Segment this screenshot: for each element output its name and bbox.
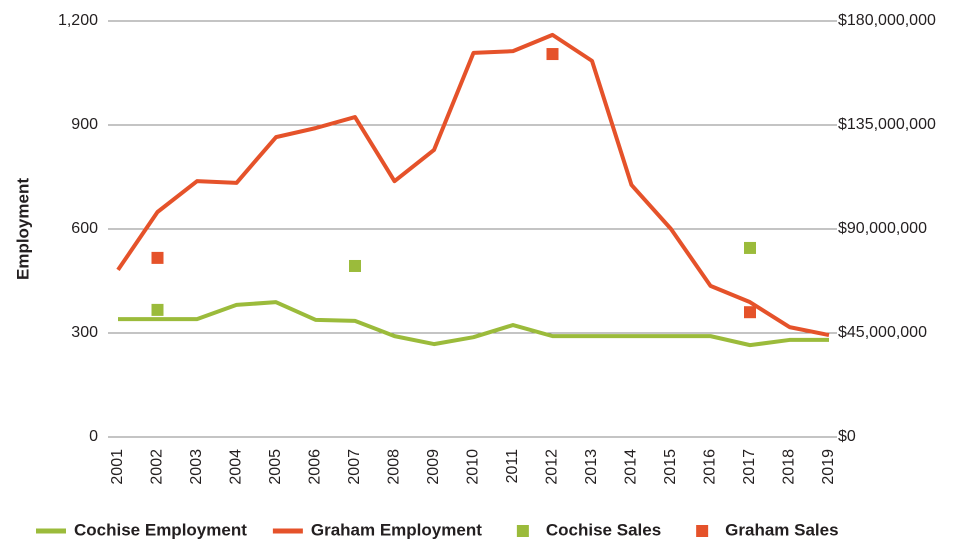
marker xyxy=(744,306,756,319)
y2-tick-label: $45,000,000 xyxy=(838,324,927,341)
x-tick-label: 2008 xyxy=(386,449,403,485)
y-tick-label: 600 xyxy=(71,220,98,237)
x-tick-label: 2015 xyxy=(662,449,679,485)
line xyxy=(118,300,829,348)
marker xyxy=(744,241,756,254)
marker xyxy=(546,48,559,61)
y-tick-label: 0 xyxy=(89,428,98,445)
marker xyxy=(151,303,164,316)
x-tick-label: 2016 xyxy=(702,449,719,485)
marker xyxy=(349,259,361,272)
y-tick-label: 900 xyxy=(71,116,98,133)
x-tick-label: 2017 xyxy=(741,449,758,485)
y-axis-title: Employment xyxy=(13,178,32,280)
y-tick-label: 300 xyxy=(71,324,98,341)
x-tick-label: 2013 xyxy=(583,449,600,485)
legend-label: Graham Sales xyxy=(725,520,838,539)
x-tick-label: 2014 xyxy=(623,449,640,485)
x-tick-label: 2001 xyxy=(109,449,126,485)
x-tick-label: 2005 xyxy=(267,449,284,485)
y2-tick-label: $135,000,000 xyxy=(838,116,936,133)
y2-tick-label: $0 xyxy=(838,428,856,445)
x-tick-label: 2003 xyxy=(188,449,205,485)
y-tick-label: 1,200 xyxy=(58,12,98,29)
line xyxy=(116,32,830,338)
legend-swatch xyxy=(696,525,709,537)
x-tick-label: 2009 xyxy=(425,449,442,485)
marker xyxy=(151,251,164,264)
x-tick-label: 2012 xyxy=(544,449,561,485)
x-tick-label: 2018 xyxy=(781,449,798,485)
legend-label: Cochise Employment xyxy=(74,520,247,539)
y2-tick-label: $180,000,000 xyxy=(838,12,936,29)
x-tick-label: 2019 xyxy=(820,449,837,485)
y2-tick-label: $90,000,000 xyxy=(838,220,927,237)
x-tick-label: 2010 xyxy=(465,449,482,485)
legend-label: Cochise Sales xyxy=(546,520,661,539)
legend-label: Graham Employment xyxy=(311,520,482,539)
x-tick-label: 2002 xyxy=(149,449,166,485)
x-tick-label: 2004 xyxy=(228,449,245,485)
x-tick-label: 2007 xyxy=(346,449,363,485)
legend-swatch xyxy=(516,525,529,537)
x-tick-label: 2006 xyxy=(307,449,324,485)
x-tick-label: 2011 xyxy=(504,449,521,484)
